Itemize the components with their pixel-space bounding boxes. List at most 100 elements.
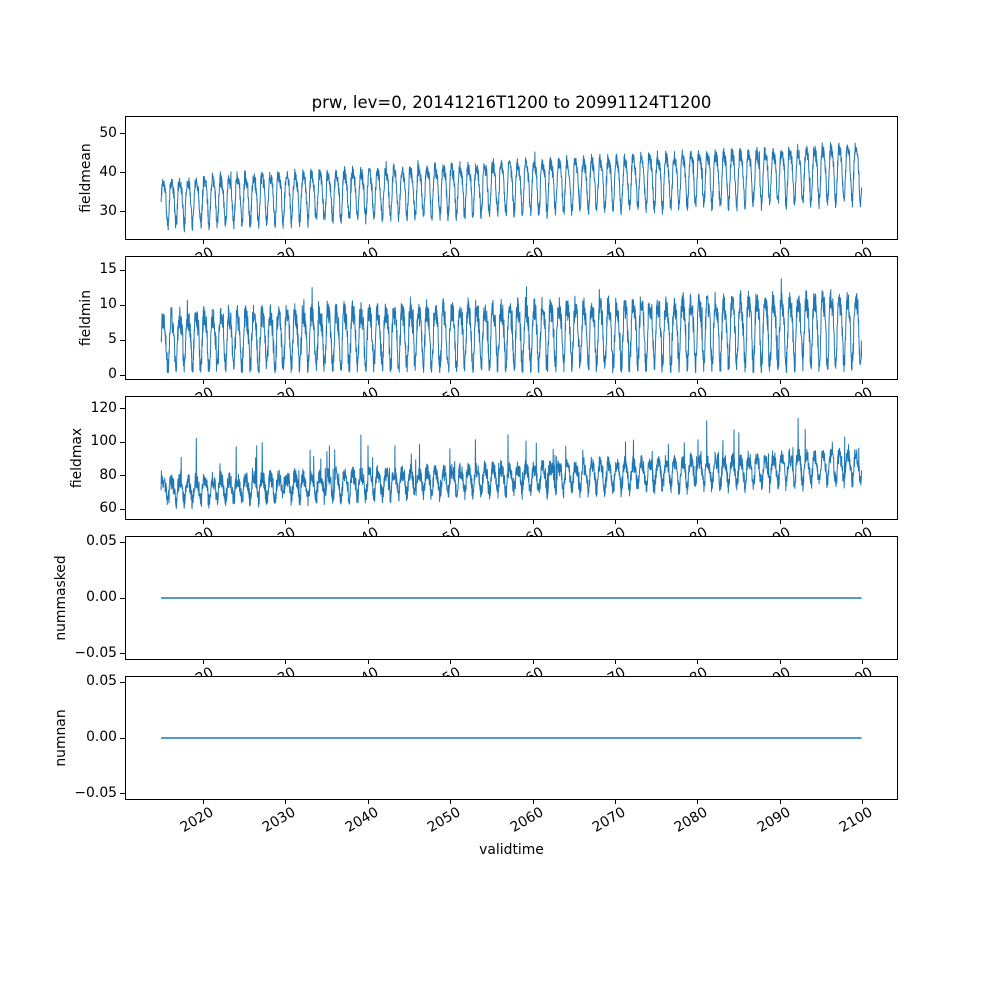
subplot-fieldmin bbox=[125, 256, 898, 380]
x-tick-mark bbox=[450, 240, 451, 244]
y-tick-label: 50 bbox=[99, 125, 117, 141]
x-tick-mark bbox=[862, 240, 863, 244]
y-tick-mark bbox=[120, 509, 125, 510]
y-axis-label: numnan bbox=[53, 709, 70, 767]
series-canvas bbox=[160, 278, 862, 374]
y-axis-label: fieldmean bbox=[78, 143, 95, 213]
y-axis-label: fieldmax bbox=[69, 427, 86, 489]
x-tick-mark bbox=[285, 520, 286, 524]
y-tick-label: 60 bbox=[99, 500, 117, 516]
x-tick-label: 2070 bbox=[589, 804, 628, 836]
x-tick-mark bbox=[533, 520, 534, 524]
x-tick-mark bbox=[862, 800, 863, 804]
y-axis-label: fieldmin bbox=[78, 289, 95, 347]
x-tick-mark bbox=[533, 800, 534, 804]
x-tick-mark bbox=[862, 520, 863, 524]
y-tick-mark bbox=[120, 270, 125, 271]
y-tick-label: 0 bbox=[108, 366, 117, 382]
x-tick-mark bbox=[697, 520, 698, 524]
x-tick-label: 2090 bbox=[754, 804, 793, 836]
x-tick-mark bbox=[368, 520, 369, 524]
series-canvas bbox=[161, 737, 862, 739]
subplot-fieldmean bbox=[125, 116, 898, 240]
x-tick-mark bbox=[203, 380, 204, 384]
x-tick-mark bbox=[697, 800, 698, 804]
x-tick-mark bbox=[203, 660, 204, 664]
x-tick-mark bbox=[533, 380, 534, 384]
y-tick-mark bbox=[120, 738, 125, 739]
x-tick-mark bbox=[368, 240, 369, 244]
x-tick-mark bbox=[697, 380, 698, 384]
y-tick-mark bbox=[120, 475, 125, 476]
subplot-fieldmax bbox=[125, 396, 898, 520]
y-tick-label: 0.05 bbox=[86, 533, 117, 549]
series-canvas bbox=[160, 142, 862, 233]
chart-title: prw, lev=0, 20141216T1200 to 20991124T12… bbox=[311, 93, 712, 112]
x-tick-mark bbox=[615, 800, 616, 804]
x-tick-mark bbox=[780, 380, 781, 384]
y-tick-mark bbox=[120, 542, 125, 543]
x-tick-mark bbox=[368, 380, 369, 384]
x-tick-mark bbox=[450, 800, 451, 804]
x-tick-mark bbox=[615, 380, 616, 384]
x-tick-mark bbox=[368, 800, 369, 804]
x-tick-mark bbox=[780, 800, 781, 804]
y-tick-label: −0.05 bbox=[74, 785, 117, 801]
y-tick-mark bbox=[120, 653, 125, 654]
x-tick-label: 2030 bbox=[259, 804, 298, 836]
x-tick-label: 2050 bbox=[424, 804, 463, 836]
y-tick-mark bbox=[120, 305, 125, 306]
x-tick-mark bbox=[780, 520, 781, 524]
y-tick-label: 0.00 bbox=[86, 589, 117, 605]
y-tick-mark bbox=[120, 408, 125, 409]
x-tick-label: 2020 bbox=[177, 804, 216, 836]
y-tick-label: 80 bbox=[99, 467, 117, 483]
y-tick-mark bbox=[120, 172, 125, 173]
x-tick-mark bbox=[780, 240, 781, 244]
x-tick-mark bbox=[533, 240, 534, 244]
x-tick-mark bbox=[285, 240, 286, 244]
y-tick-mark bbox=[120, 598, 125, 599]
x-tick-mark bbox=[203, 520, 204, 524]
y-axis-label: nummasked bbox=[53, 555, 70, 641]
y-tick-label: 100 bbox=[90, 433, 117, 449]
y-tick-label: 40 bbox=[99, 164, 117, 180]
series-line bbox=[160, 417, 862, 510]
x-tick-label: 2100 bbox=[836, 804, 875, 836]
x-axis-label: validtime bbox=[479, 842, 544, 858]
x-tick-label: 2080 bbox=[671, 804, 710, 836]
y-tick-mark bbox=[120, 793, 125, 794]
subplot-numnan bbox=[125, 676, 898, 800]
series-line bbox=[160, 142, 862, 233]
x-tick-mark bbox=[203, 800, 204, 804]
y-tick-mark bbox=[120, 682, 125, 683]
x-tick-mark bbox=[697, 240, 698, 244]
x-tick-mark bbox=[450, 660, 451, 664]
subplot-nummasked bbox=[125, 536, 898, 660]
y-tick-mark bbox=[120, 442, 125, 443]
y-tick-label: 15 bbox=[99, 261, 117, 277]
x-tick-mark bbox=[615, 660, 616, 664]
x-tick-mark bbox=[285, 660, 286, 664]
y-tick-mark bbox=[120, 375, 125, 376]
y-tick-mark bbox=[120, 133, 125, 134]
x-tick-mark bbox=[285, 800, 286, 804]
series-canvas bbox=[161, 597, 862, 599]
x-tick-mark bbox=[450, 520, 451, 524]
x-tick-label: 2040 bbox=[342, 804, 381, 836]
x-tick-mark bbox=[697, 660, 698, 664]
x-tick-mark bbox=[780, 660, 781, 664]
x-tick-mark bbox=[203, 240, 204, 244]
series-canvas bbox=[160, 417, 862, 510]
x-tick-label: 2060 bbox=[507, 804, 546, 836]
x-tick-mark bbox=[533, 660, 534, 664]
y-tick-mark bbox=[120, 340, 125, 341]
y-tick-label: −0.05 bbox=[74, 645, 117, 661]
x-tick-mark bbox=[368, 660, 369, 664]
x-tick-mark bbox=[615, 520, 616, 524]
y-tick-label: 10 bbox=[99, 296, 117, 312]
y-tick-label: 5 bbox=[108, 331, 117, 347]
y-tick-label: 30 bbox=[99, 203, 117, 219]
series-line bbox=[160, 278, 862, 374]
